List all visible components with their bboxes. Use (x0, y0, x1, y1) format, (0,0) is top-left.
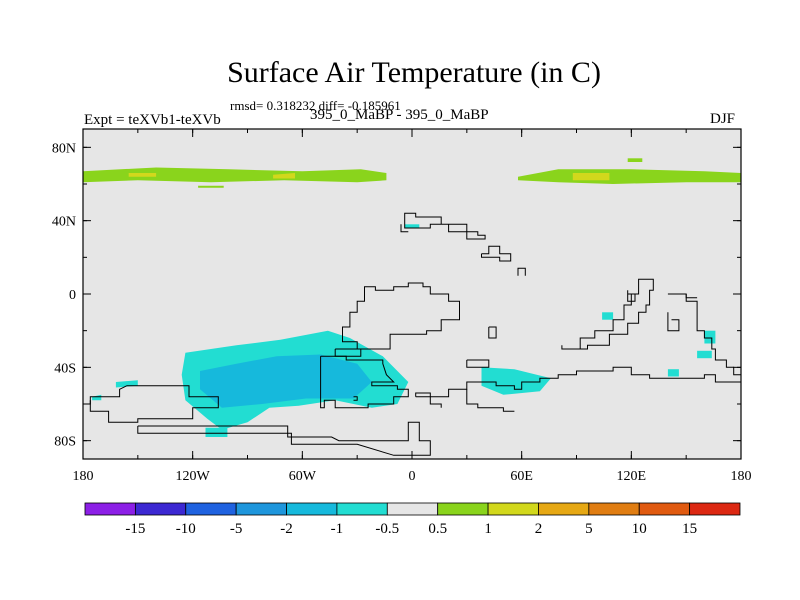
anomaly-region (92, 394, 102, 401)
colorbar-swatch (588, 502, 640, 516)
anomaly-region (404, 224, 420, 228)
colorbar-label: 15 (682, 521, 697, 537)
experiment-label: Expt = teXVb1-teXVb (84, 112, 221, 128)
anomaly-region (667, 369, 679, 377)
anomaly-region (205, 427, 228, 437)
colorbar-label: -10 (176, 521, 196, 537)
coastline-segment (667, 312, 680, 332)
coastline-segment (334, 348, 362, 357)
coastline-segment (320, 355, 409, 409)
anomaly-region (128, 173, 157, 177)
colorbar-swatch (134, 502, 187, 516)
season-label: DJF (710, 111, 736, 127)
colorbar-swatch (185, 502, 237, 516)
anomaly-region (273, 173, 295, 179)
colorbar-swatch (235, 502, 287, 516)
y-tick-label: 0 (69, 288, 76, 303)
colorbar-swatch (538, 502, 590, 516)
case-label: 395_0_MaBP - 395_0_MaBP (310, 107, 489, 123)
colorbar-swatch (437, 502, 489, 516)
colorbar-swatch (336, 502, 388, 516)
coastline-segment (667, 293, 698, 299)
colorbar-label: -5 (230, 521, 243, 537)
colorbar-label: 1 (484, 521, 492, 537)
coastline-segment (89, 385, 219, 423)
x-tick-label: 180 (73, 469, 94, 484)
colorbar-swatch (84, 502, 136, 516)
coastline-segment (561, 278, 654, 350)
coastline-segment (517, 267, 526, 276)
anomaly-region (602, 312, 614, 320)
coastline-segment (353, 396, 358, 401)
anomaly-region (704, 330, 716, 344)
x-tick-label: 60W (289, 469, 317, 484)
colorbar-label: -1 (331, 521, 344, 537)
colorbar-swatch (638, 502, 691, 516)
y-tick-label: 80S (54, 435, 76, 450)
coastline-segment (627, 290, 636, 302)
y-axis: 80N 40N 0 40S 80S (52, 141, 741, 450)
colorbar-label: 5 (585, 521, 593, 537)
anomaly-region (481, 367, 551, 395)
x-axis: 180 120W 60W 0 60E 120E 180 (73, 129, 752, 484)
coastline-segment (137, 421, 431, 456)
colorbar-label: -0.5 (375, 521, 399, 537)
colorbar-label: 10 (632, 521, 647, 537)
coastlines (83, 212, 741, 456)
coastline-segment (481, 245, 512, 262)
anomaly-fills (83, 158, 741, 437)
coastline-segment (400, 224, 409, 233)
colorbar: -15 -10 -5 -2 -1 -0.5 0.5 1 2 5 10 15 (84, 502, 741, 537)
y-tick-label: 40N (52, 215, 76, 230)
x-tick-label: 0 (409, 469, 416, 484)
y-tick-label: 40S (54, 361, 76, 376)
coastline-segment (415, 392, 442, 408)
anomaly-region (198, 185, 224, 188)
colorbar-swatch (487, 502, 539, 516)
chart-title: Surface Air Temperature (in C) (227, 56, 601, 89)
coastline-segment (415, 366, 741, 398)
coastline-segment (466, 389, 515, 412)
x-tick-label: 120E (617, 469, 647, 484)
coastline-segment (342, 282, 460, 350)
coastline-segment (404, 212, 486, 240)
colorbar-label: -2 (280, 521, 293, 537)
x-tick-label: 120W (176, 469, 211, 484)
coastline-segment (466, 359, 490, 368)
x-tick-label: 180 (731, 469, 752, 484)
anomaly-region (627, 158, 643, 162)
y-tick-label: 80N (52, 141, 76, 156)
anomaly-region (697, 350, 712, 359)
colorbar-label: 2 (535, 521, 543, 537)
anomaly-region (200, 354, 372, 408)
anomaly-region (518, 169, 741, 184)
anomaly-region (83, 167, 387, 183)
coastline-segment (488, 326, 497, 339)
colorbar-label: 0.5 (428, 521, 447, 537)
colorbar-swatch (689, 502, 741, 516)
anomaly-region (572, 173, 610, 181)
coastline-segment (685, 294, 741, 376)
colorbar-label: -15 (125, 521, 145, 537)
colorbar-swatch (286, 502, 338, 516)
colorbar-swatch (386, 502, 439, 516)
stats-line: rmsd= 0.318232 diff= -0.185961 (230, 98, 401, 113)
x-tick-label: 60E (510, 469, 533, 484)
